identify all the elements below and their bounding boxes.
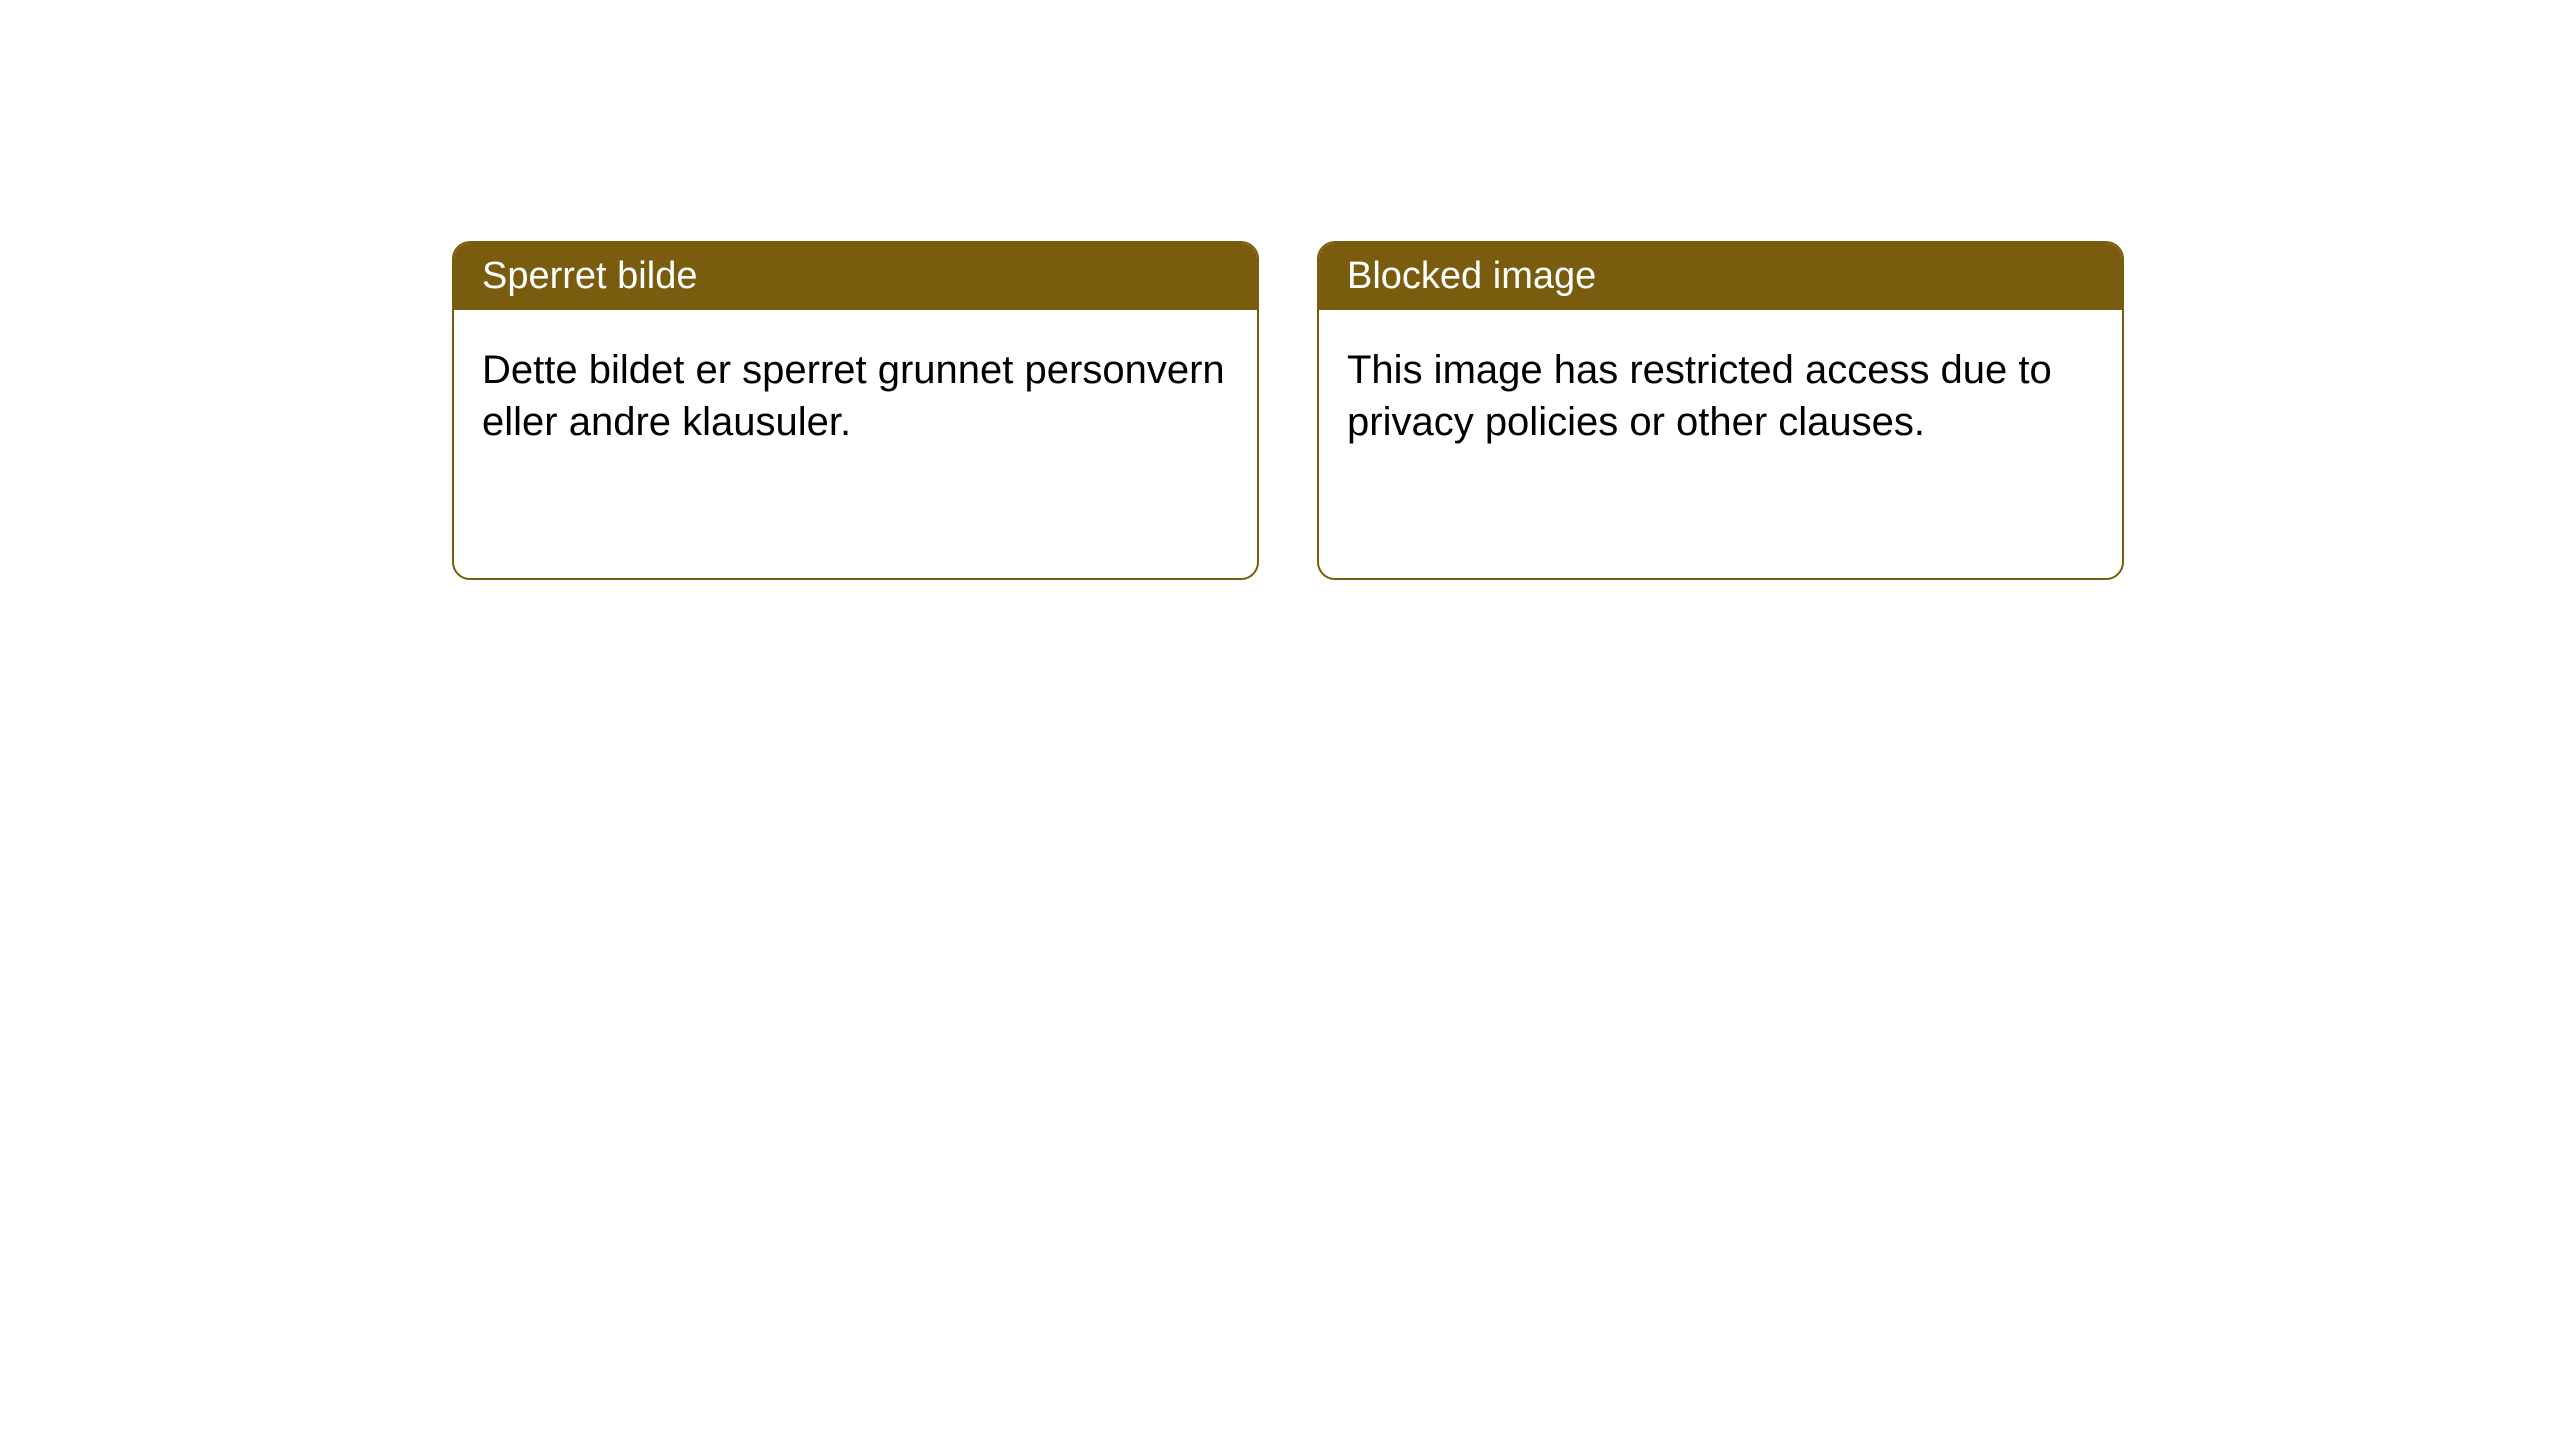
- notice-header-english: Blocked image: [1319, 243, 2122, 310]
- notice-body-english: This image has restricted access due to …: [1319, 310, 2122, 482]
- notice-card-norwegian: Sperret bilde Dette bildet er sperret gr…: [452, 241, 1259, 580]
- notice-body-norwegian: Dette bildet er sperret grunnet personve…: [454, 310, 1257, 482]
- notice-header-norwegian: Sperret bilde: [454, 243, 1257, 310]
- notice-card-english: Blocked image This image has restricted …: [1317, 241, 2124, 580]
- notice-container: Sperret bilde Dette bildet er sperret gr…: [0, 0, 2560, 580]
